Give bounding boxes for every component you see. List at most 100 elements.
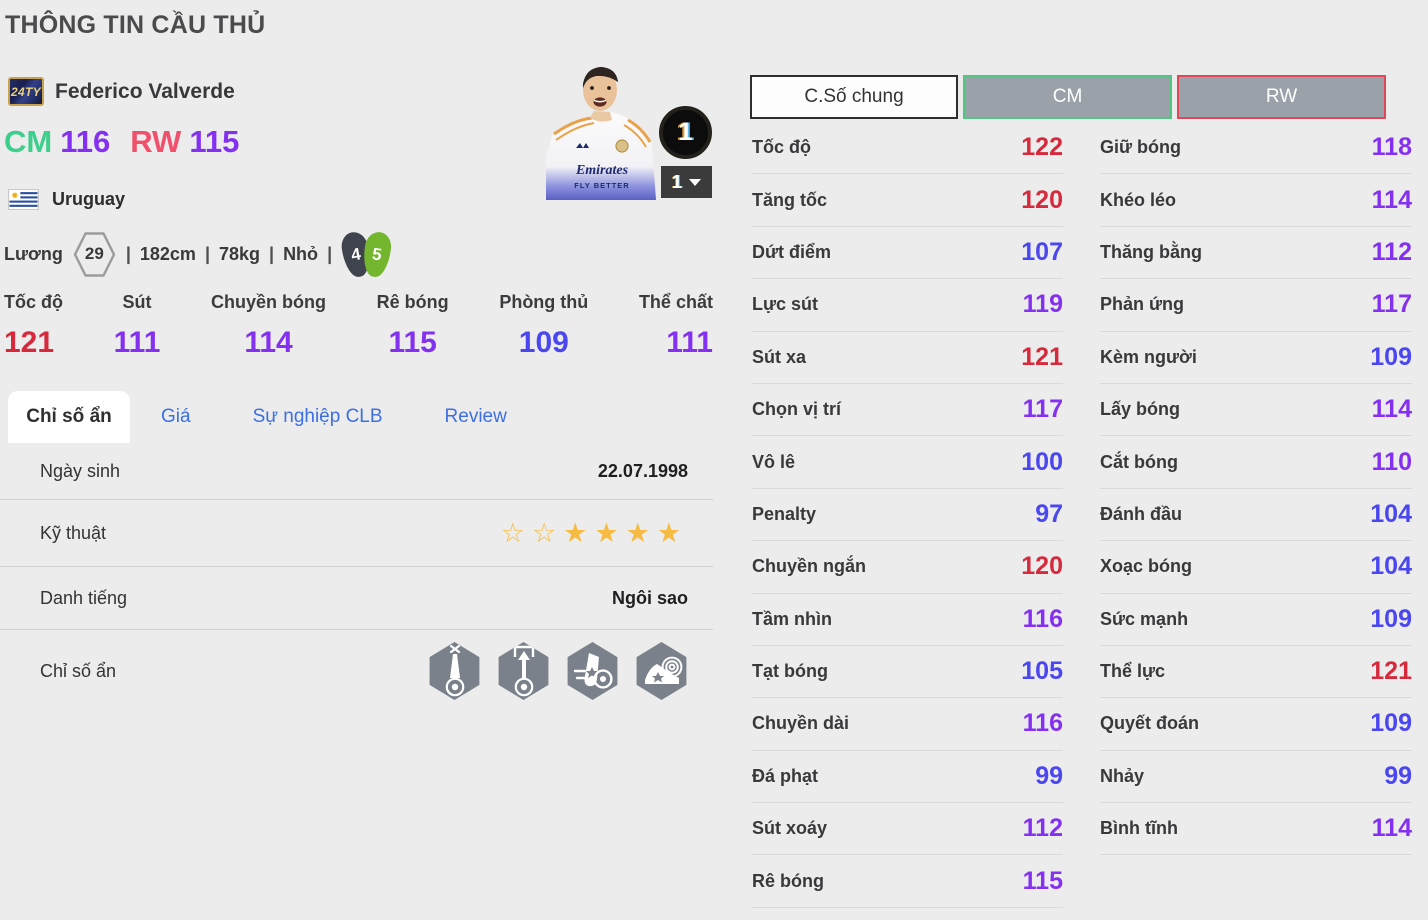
uruguay-flag-icon: [8, 189, 39, 210]
detail-stats-column-right: Giữ bóng 118 Khéo léo 114 Thăng bằng 112 Phản …: [1100, 122, 1412, 856]
detail-stat-row: Kèm người 109: [1100, 332, 1412, 384]
detail-stat-row: Phản ứng 117: [1100, 279, 1412, 332]
detail-stat-row: Đánh đầu 104: [1100, 489, 1412, 542]
upgrade-level-badge: 1: [659, 106, 712, 159]
detail-stat-value: 120: [1021, 185, 1063, 214]
foot-ratings: 4 5: [339, 229, 394, 279]
tab-bar: Chỉ số ẩn Giá Sự nghiệp CLB Review: [8, 391, 538, 443]
detail-stat-value: 99: [1035, 761, 1063, 790]
detail-stat-row: Sút xoáy 112: [752, 803, 1063, 856]
tab-review[interactable]: Review: [444, 406, 507, 427]
player-height: 182cm: [139, 243, 196, 264]
stats-general-button[interactable]: C.Số chung: [750, 75, 958, 119]
position-code-cm: CM: [4, 124, 53, 159]
detail-stat-label: Tốc độ: [752, 137, 811, 158]
tab-gia[interactable]: Giá: [161, 406, 191, 427]
position-ratings: CM 116 RW 115: [4, 124, 239, 160]
detail-stat-value: 116: [1022, 604, 1063, 633]
detail-stat-label: Penalty: [752, 503, 817, 524]
boot-target-icon: [636, 642, 687, 700]
detail-stat-label: Tăng tốc: [752, 189, 827, 210]
separator: |: [204, 243, 210, 264]
detail-stat-value: 121: [1021, 342, 1063, 371]
detail-stat-label: Đánh đầu: [1100, 503, 1183, 524]
detail-stat-row: Khéo léo 114: [1100, 174, 1412, 227]
detail-stat-value: 112: [1022, 814, 1063, 843]
detail-stat-row: Rê bóng 115: [752, 855, 1063, 908]
main-stat-value: 111: [666, 326, 713, 359]
detail-stat-value: 109: [1370, 604, 1412, 633]
detail-stat-row: Sức mạnh 109: [1100, 594, 1412, 646]
rating-pair-cm: CM 116: [4, 124, 110, 160]
detail-stat-row: Bình tĩnh 114: [1100, 803, 1412, 856]
detail-stat-row: Chuyền ngắn 120: [752, 541, 1063, 594]
position-rating-cm: 116: [60, 124, 111, 159]
detail-stat-label: Kèm người: [1100, 346, 1197, 367]
level-select-dropdown[interactable]: 1: [661, 166, 712, 198]
player-photo: Emirates FLY BETTER: [538, 62, 662, 200]
stats-rw-button[interactable]: RW: [1177, 75, 1386, 119]
svg-text:Emirates: Emirates: [575, 163, 629, 178]
info-row-skill: Kỹ thuật ☆☆★★★★: [0, 500, 713, 567]
main-stats-row: Tốc độ 121 Sút 111 Chuyền bóng 114 Rê bóng 115 P…: [4, 292, 713, 360]
hexagon-outline-icon: [73, 231, 116, 277]
nationality-row: Uruguay: [8, 189, 125, 210]
detail-stat-row: Thể lực 121: [1100, 646, 1412, 699]
main-stat-label: Rê bóng: [376, 292, 449, 312]
tab-su-nghiep-clb[interactable]: Sự nghiệp CLB: [252, 406, 383, 427]
main-stat-label: Thể chất: [638, 292, 713, 312]
detail-stat-label: Sút xoáy: [752, 818, 828, 839]
hidden-info-table: Ngày sinh 22.07.1998 Kỹ thuật ☆☆★★★★ Dan…: [0, 443, 713, 712]
detail-stat-value: 115: [1022, 866, 1063, 895]
chevron-down-icon: [689, 178, 701, 186]
detail-stat-value: 114: [1371, 395, 1412, 424]
main-stat-label: Sút: [122, 292, 152, 312]
detail-stat-value: 118: [1371, 133, 1412, 162]
detail-stat-value: 116: [1022, 709, 1063, 738]
nation-name: Uruguay: [52, 189, 126, 209]
detail-stat-value: 99: [1384, 761, 1412, 790]
detail-stat-row: Xoạc bóng 104: [1100, 541, 1412, 594]
detail-stat-value: 119: [1022, 290, 1063, 319]
svg-text:FLY BETTER: FLY BETTER: [574, 181, 629, 190]
salary-hexagon: 29: [72, 230, 117, 279]
strong-foot-value: 5: [371, 243, 384, 264]
main-stat-col: Thể chất 111: [639, 292, 713, 360]
main-stat-label: Phòng thủ: [499, 292, 589, 312]
stats-cm-button[interactable]: CM: [963, 75, 1172, 119]
separator: |: [269, 243, 275, 264]
info-row-hidden-stats: Chỉ số ẩn: [0, 630, 713, 712]
detail-stat-value: 104: [1370, 499, 1412, 528]
main-stat-label: Tốc độ: [4, 292, 63, 312]
skill-label: Kỹ thuật: [40, 522, 107, 543]
detail-stat-row: Tăng tốc 120: [752, 174, 1063, 227]
detail-stat-label: Bình tĩnh: [1100, 818, 1178, 839]
detail-stat-row: Tạt bóng 105: [752, 646, 1063, 699]
detail-stat-label: Đá phạt: [752, 765, 819, 786]
detail-stat-label: Nhảy: [1100, 765, 1145, 786]
detail-stat-label: Vô lê: [752, 451, 796, 472]
detail-stat-row: Penalty 97: [752, 489, 1063, 542]
player-body-type: Nhỏ: [283, 243, 319, 264]
trait-icons: [428, 642, 688, 700]
detail-stat-label: Sức mạnh: [1100, 608, 1189, 629]
detail-stat-value: 107: [1021, 237, 1063, 266]
ball-beam-cross-icon: [429, 642, 480, 700]
hidden-stats-label: Chỉ số ẩn: [40, 660, 117, 681]
skill-stars: ☆☆★★★★: [500, 517, 688, 548]
detail-stat-value: 97: [1035, 499, 1063, 528]
detail-stat-value: 117: [1371, 290, 1412, 319]
detail-stat-row: Vô lê 100: [752, 436, 1063, 489]
tab-chi-so-an[interactable]: Chỉ số ẩn: [8, 391, 130, 443]
detail-stat-label: Tạt bóng: [752, 661, 828, 682]
detail-stat-label: Phản ứng: [1100, 294, 1185, 315]
main-stat-value: 109: [518, 326, 569, 359]
separator: |: [125, 243, 131, 264]
detail-stat-value: 112: [1371, 237, 1412, 266]
detail-stat-row: Đá phạt 99: [752, 751, 1063, 804]
position-rating-rw: 115: [189, 124, 240, 159]
detail-stat-label: Dứt điểm: [752, 241, 832, 262]
detail-stat-row: Giữ bóng 118: [1100, 122, 1412, 175]
detail-stat-label: Sút xa: [752, 346, 807, 367]
